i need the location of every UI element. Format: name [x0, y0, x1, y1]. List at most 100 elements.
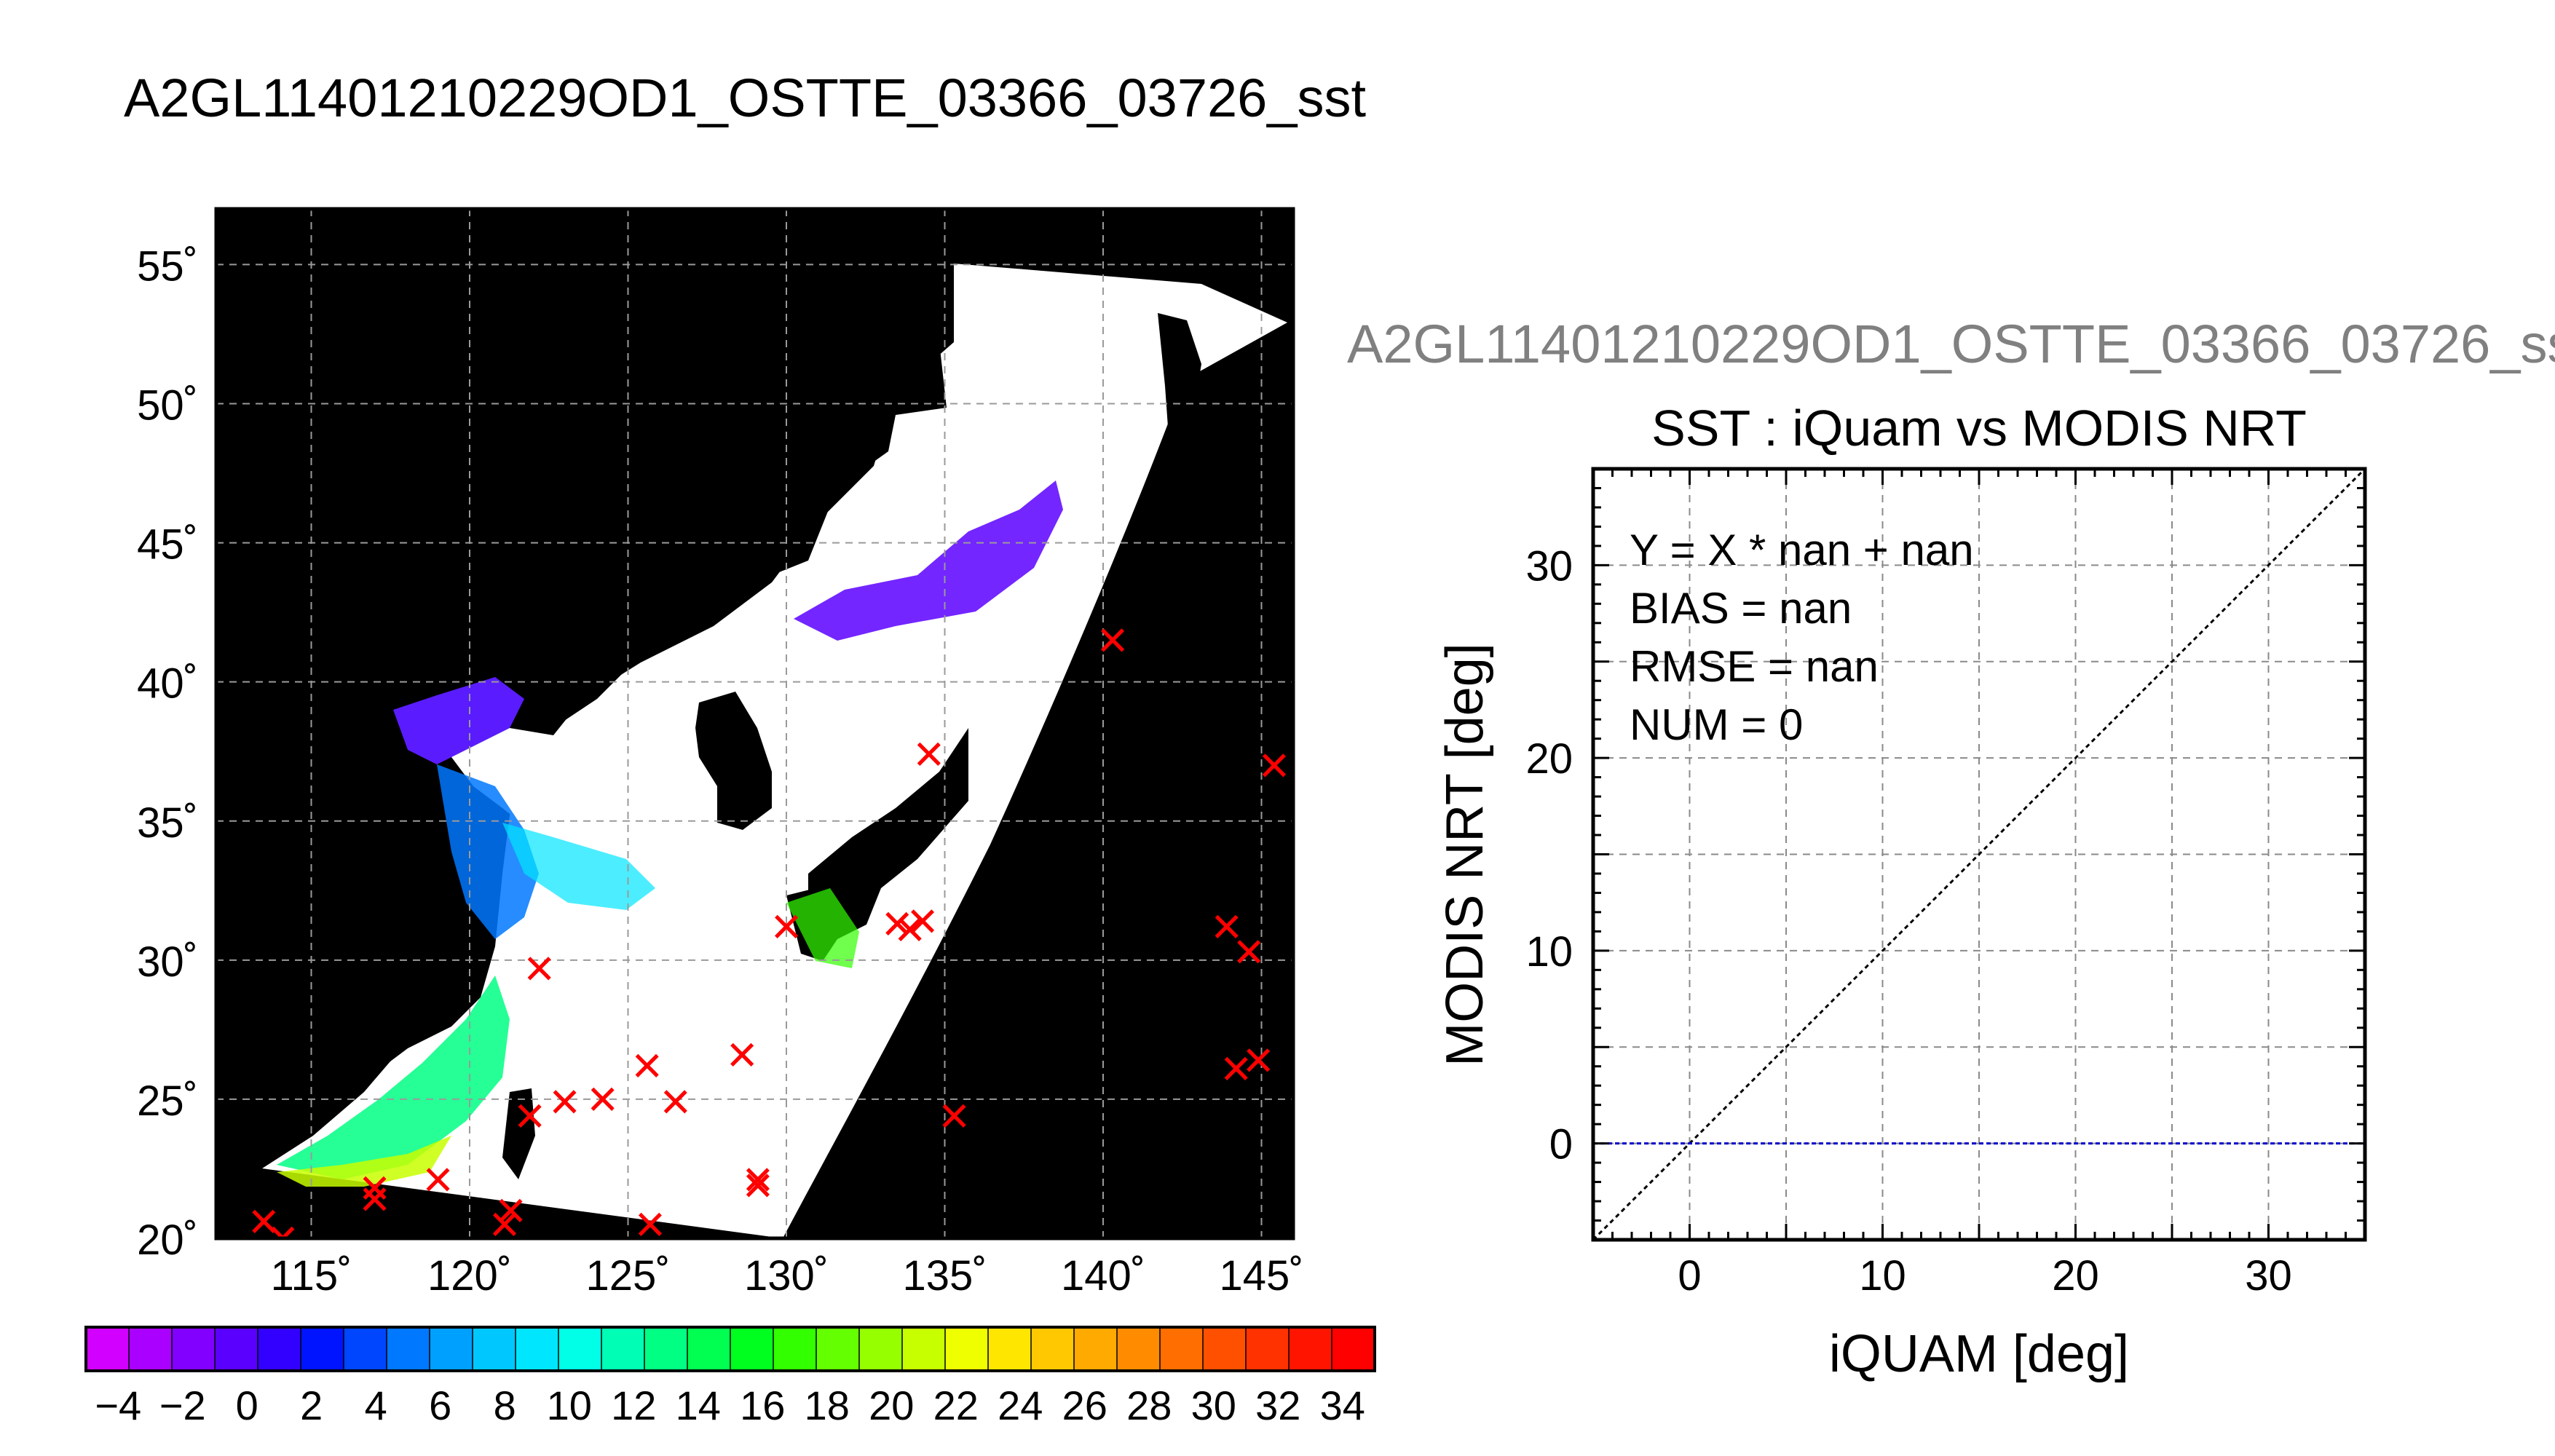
colorbar-cell	[1245, 1326, 1290, 1372]
colorbar-cell	[858, 1326, 904, 1372]
buoy-marker: ×	[939, 1087, 970, 1145]
sea-yellow	[451, 713, 699, 859]
map-y-tick-label: 30˚	[137, 938, 198, 986]
colorbar-tick-label: −4	[95, 1382, 141, 1428]
map-x-tick-label: 140˚	[1061, 1252, 1145, 1299]
colorbar-cell	[558, 1326, 603, 1372]
buoy-marker: ×	[660, 1073, 691, 1131]
stat-regression: Y = X * nan + nan	[1630, 526, 1974, 574]
colorbar-cell	[343, 1326, 388, 1372]
buoy-marker: ×	[248, 1192, 279, 1251]
colorbar-cell	[171, 1326, 216, 1372]
buoy-marker: ×	[524, 939, 555, 997]
map-imagery	[216, 209, 1287, 1238]
colorbar-tick-label: 12	[611, 1382, 656, 1428]
buoy-marker: ×	[489, 1195, 520, 1254]
colorbar-tick-label: 18	[805, 1382, 850, 1428]
colorbar-cell	[644, 1326, 689, 1372]
colorbar-cell	[601, 1326, 646, 1372]
map-x-tick-label: 115˚	[271, 1252, 352, 1299]
scatter-y-tick-label: 10	[1525, 928, 1573, 976]
colorbar-cell	[128, 1326, 173, 1372]
colorbar-cell	[901, 1326, 947, 1372]
sst-yellow-green	[277, 1136, 451, 1187]
colorbar-cell	[386, 1326, 431, 1372]
colorbar-tick-label: 4	[365, 1382, 387, 1428]
map-y-tick-label: 35˚	[137, 799, 198, 847]
scatter-minor-ticks	[1592, 467, 2366, 1241]
colorbar-cell	[1030, 1326, 1075, 1372]
scatter-x-axis-label: iQUAM [deg]	[1829, 1325, 2129, 1383]
colorbar-cell	[987, 1326, 1032, 1372]
colorbar-tick-label: 22	[933, 1382, 979, 1428]
buoy-marker: ×	[743, 1151, 773, 1209]
buoy-marker: ×	[515, 1087, 545, 1145]
map-x-tick-labels: 115˚ 120˚ 125˚ 130˚ 135˚ 140˚ 145˚	[271, 1252, 1304, 1299]
scatter-y-tick-labels: 0 10 20 30	[1525, 542, 1573, 1168]
stat-rmse: RMSE = nan	[1630, 642, 1879, 691]
sst-cyan-belt	[502, 823, 655, 910]
right-panel-title: A2GL11401210229OD1_OSTTE_03366_03726_sst	[1347, 314, 2555, 374]
map-x-tick-label: 145˚	[1219, 1252, 1303, 1299]
map-y-tick-label: 50˚	[137, 382, 198, 430]
buoy-marker: ×	[496, 1182, 526, 1240]
colorbar-tick-label: 28	[1126, 1382, 1172, 1428]
scatter-y-tick-label: 20	[1525, 735, 1573, 783]
scatter-x-tick-label: 0	[1678, 1252, 1701, 1299]
buoy-marker: ×	[895, 901, 925, 959]
sst-blue-coast	[437, 764, 539, 939]
colorbar-tick-label: 0	[236, 1382, 258, 1428]
colorbar-cell	[1202, 1326, 1247, 1372]
buoy-marker: ×	[907, 892, 938, 950]
buoy-marker: ×	[359, 1170, 390, 1228]
colorbar-tick-label: 6	[429, 1382, 451, 1428]
colorbar-tick-labels: −4 −2 0 2 4 6 8 10 12 14 16 18 20 22 24 26 28 30 32 34	[95, 1382, 1365, 1428]
buoy-marker: ×	[549, 1073, 580, 1131]
buoy-marker: ×	[882, 895, 912, 953]
colorbar-cell	[429, 1326, 474, 1372]
buoy-marker: ×	[588, 1070, 618, 1128]
colorbar-tick-label: 24	[998, 1382, 1043, 1428]
map-y-tick-label: 40˚	[137, 660, 198, 708]
scatter-panel: SST : iQuam vs MODIS NRT 0 10 20 30 0 10 20 30…	[1436, 400, 2367, 1383]
colorbar-cell	[1331, 1326, 1376, 1372]
land-mainland	[216, 209, 954, 1168]
colorbar-tick-label: 10	[547, 1382, 592, 1428]
colorbar-tick-label: 2	[300, 1382, 323, 1428]
colorbar-cell	[472, 1326, 517, 1372]
land-korea	[695, 692, 772, 830]
buoy-marker: ×	[422, 1151, 453, 1209]
scatter-x-tick-label: 30	[2245, 1252, 2292, 1299]
sst-green-east	[786, 888, 859, 968]
colorbar-cell	[1116, 1326, 1161, 1372]
colorbar-cell	[1159, 1326, 1204, 1372]
scatter-x-tick-label: 20	[2052, 1252, 2099, 1299]
colorbar-tick-label: 16	[740, 1382, 785, 1428]
scatter-x-tick-label: 10	[1859, 1252, 1906, 1299]
land-taiwan	[502, 1088, 535, 1179]
stat-num: NUM = 0	[1630, 700, 1803, 749]
sst-cold-sea	[794, 480, 1063, 641]
colorbar-cell	[1073, 1326, 1118, 1372]
sst-green-south	[277, 976, 510, 1179]
page-title: A2GL11401210229OD1_OSTTE_03366_03726_sst	[124, 68, 1366, 128]
buoy-marker: ×	[727, 1026, 757, 1084]
buoy-marker: ×	[635, 1195, 666, 1254]
colorbar-cell	[687, 1326, 732, 1372]
buoy-marker: ×	[771, 898, 802, 956]
sst-map-panel: ×××× ×××××× ×××××××× ××××××××××× 115˚ 120˚ 12…	[137, 207, 1304, 1299]
scatter-y-tick-label: 30	[1525, 542, 1573, 590]
buoy-marker: ×	[1221, 1040, 1252, 1098]
stats-annotations: Y = X * nan + nan BIAS = nan RMSE = nan …	[1630, 526, 1974, 749]
map-frame	[214, 207, 1295, 1241]
colorbar-cell	[214, 1326, 259, 1372]
colorbar-cells	[85, 1326, 1376, 1372]
colorbar-tick-label: −2	[159, 1382, 206, 1428]
colorbar-tick-label: 14	[676, 1382, 721, 1428]
land-japan	[808, 728, 968, 939]
map-x-tick-label: 120˚	[427, 1252, 512, 1299]
colorbar-tick-label: 32	[1255, 1382, 1300, 1428]
colorbar-cell	[85, 1326, 130, 1372]
colorbar-tick-label: 26	[1062, 1382, 1107, 1428]
